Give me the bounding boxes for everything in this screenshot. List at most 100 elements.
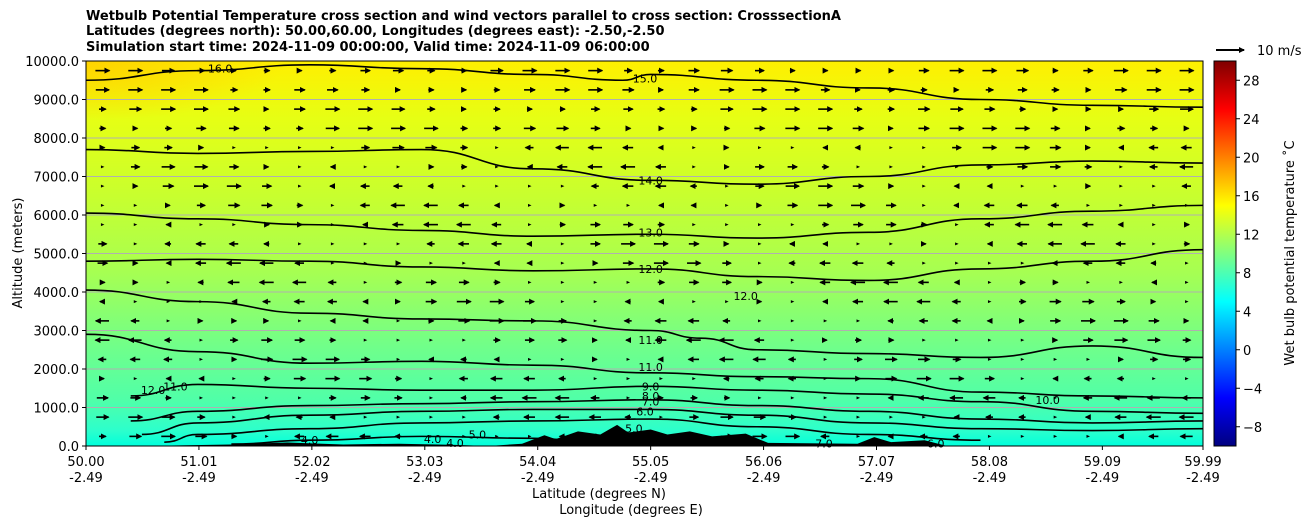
wind-vector xyxy=(232,415,236,419)
wind-vector xyxy=(790,280,795,284)
wind-vector xyxy=(823,319,828,323)
wind-vector xyxy=(659,415,663,419)
contour-line xyxy=(86,204,1203,239)
colorbar-tick-label: 0 xyxy=(1243,344,1251,359)
y-tick-label: 3000.0 xyxy=(34,325,80,340)
wind-vector xyxy=(232,396,236,400)
y-tick-label: 1000.0 xyxy=(34,402,80,417)
wind-vector xyxy=(856,242,861,246)
colorbar-tick-label: 16 xyxy=(1243,190,1260,205)
wind-vector xyxy=(429,261,433,265)
wind-vector xyxy=(626,280,631,284)
wind-vector xyxy=(298,396,302,400)
wind-vector xyxy=(265,146,269,150)
wind-vector xyxy=(1185,300,1189,304)
wind-vector xyxy=(528,280,532,284)
wind-vector xyxy=(725,203,729,207)
wind-vector xyxy=(396,165,401,169)
wind-vector xyxy=(133,377,138,381)
contour-label: 4.0 xyxy=(301,434,319,447)
wind-vector xyxy=(856,319,861,323)
contour-labels: 16.015.014.013.012.012.011.011.012.011.0… xyxy=(141,63,1060,451)
wind-vector xyxy=(1119,165,1123,169)
contour-label: 9.0 xyxy=(642,380,660,393)
wind-vector xyxy=(199,357,203,361)
wind-vector xyxy=(593,280,598,284)
x-tick-lat-label: 58.08 xyxy=(971,455,1008,470)
x-tick-lon-label: -2.49 xyxy=(182,471,216,486)
x-tick-lon-label: -2.49 xyxy=(521,471,555,486)
wind-vector xyxy=(560,242,565,246)
wind-vector xyxy=(692,146,696,150)
contour-label: 7.0 xyxy=(642,396,660,409)
contour-line xyxy=(86,148,1203,186)
wind-vector xyxy=(298,242,302,246)
wind-vector xyxy=(692,300,696,304)
wind-vector xyxy=(1053,184,1058,188)
contour-label: 5.0 xyxy=(469,428,487,441)
wind-vector xyxy=(922,165,926,169)
wind-vector xyxy=(922,338,926,342)
wind-vector xyxy=(133,203,138,207)
wind-vector xyxy=(1152,203,1156,207)
colorbar-tick-label: 4 xyxy=(1243,305,1251,320)
wind-vector xyxy=(1152,223,1156,227)
wind-vector xyxy=(462,261,466,265)
y-tick-label: 8000.0 xyxy=(34,132,80,147)
wind-vector xyxy=(1185,377,1189,381)
x-tick-lon-label: -2.49 xyxy=(634,471,668,486)
colorbar-tick-label: 24 xyxy=(1243,113,1260,128)
wind-vector xyxy=(166,280,171,284)
wind-vector xyxy=(330,203,335,207)
y-axis-title: Altitude (meters) xyxy=(11,198,26,309)
x-tick-lat-label: 51.01 xyxy=(180,455,217,470)
wind-vector xyxy=(429,338,433,342)
wind-vector xyxy=(626,377,631,381)
wind-vector xyxy=(133,300,138,304)
wind-vector xyxy=(823,415,828,419)
x-tick-lon-label: -2.49 xyxy=(860,471,894,486)
contour-label: 8.0 xyxy=(642,390,660,403)
x-tick-lon-label: -2.49 xyxy=(1186,471,1220,486)
wind-vector xyxy=(725,184,729,188)
y-tick-label: 0.0 xyxy=(58,440,79,455)
wind-vector xyxy=(790,223,795,227)
colorbar-tick-label: 20 xyxy=(1243,151,1260,166)
plot-warm-corner xyxy=(86,61,286,121)
wind-vector xyxy=(363,415,368,419)
wind-vector xyxy=(725,223,729,227)
wind-vector xyxy=(856,396,861,400)
wind-vector xyxy=(199,396,203,400)
contour-label: 10.0 xyxy=(1035,394,1060,407)
wind-vector xyxy=(626,357,631,361)
wind-vector xyxy=(429,396,433,400)
wind-vector xyxy=(429,415,433,419)
y-tick-label: 6000.0 xyxy=(34,209,80,224)
wind-vector xyxy=(790,300,795,304)
x-tick-lon-label: -2.49 xyxy=(69,471,103,486)
wind-vector xyxy=(987,300,992,304)
contour-line xyxy=(86,289,1203,359)
wind-vector xyxy=(166,319,171,323)
wind-vector xyxy=(330,242,335,246)
wind-vector xyxy=(396,338,401,342)
wind-vector xyxy=(889,415,893,419)
wind-vector xyxy=(199,223,203,227)
x-tick-lat-label: 59.99 xyxy=(1184,455,1221,470)
wind-vector xyxy=(363,280,368,284)
wind-vector xyxy=(1053,357,1058,361)
contour-lines xyxy=(86,64,1203,445)
wind-vector xyxy=(922,184,926,188)
contour-label: 16.0 xyxy=(208,63,233,76)
wind-vector xyxy=(790,319,795,323)
wind-vector xyxy=(955,223,959,227)
wind-vector xyxy=(429,377,433,381)
wind-vector xyxy=(889,165,893,169)
wind-vector xyxy=(100,165,105,169)
contour-label: 15.0 xyxy=(633,72,658,85)
wind-vector xyxy=(100,184,105,188)
wind-vector xyxy=(1119,280,1123,284)
wind-vector xyxy=(725,300,729,304)
wind-vector xyxy=(659,377,663,381)
wind-vector xyxy=(692,377,696,381)
